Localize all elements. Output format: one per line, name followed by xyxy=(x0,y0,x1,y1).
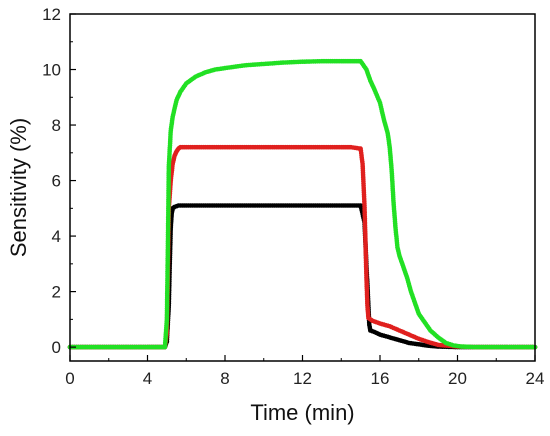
x-tick-label: 24 xyxy=(526,369,545,388)
y-tick-label: 6 xyxy=(52,172,61,191)
series-2 xyxy=(67,58,538,350)
x-tick-label: 20 xyxy=(448,369,467,388)
series-0 xyxy=(67,203,538,350)
x-tick-label: 8 xyxy=(220,369,229,388)
x-tick-label: 4 xyxy=(143,369,152,388)
y-tick-label: 2 xyxy=(52,283,61,302)
x-axis: 0 4 8 12 16 20 24 xyxy=(65,355,544,388)
series-1 xyxy=(67,144,538,350)
y-tick-label: 4 xyxy=(52,227,61,246)
x-tick-label: 0 xyxy=(65,369,74,388)
y-axis-title: Sensitivity (%) xyxy=(6,118,31,257)
x-tick-label: 12 xyxy=(293,369,312,388)
y-tick-label: 0 xyxy=(52,338,61,357)
y-tick-label: 8 xyxy=(52,116,61,135)
y-tick-label: 12 xyxy=(42,5,61,24)
x-axis-title: Time (min) xyxy=(250,400,354,425)
y-tick-label: 10 xyxy=(42,61,61,80)
plot-marks xyxy=(67,58,538,350)
y-axis: 0 2 4 6 8 10 12 xyxy=(42,5,76,357)
x-tick-label: 16 xyxy=(371,369,390,388)
plot-frame xyxy=(69,13,536,362)
